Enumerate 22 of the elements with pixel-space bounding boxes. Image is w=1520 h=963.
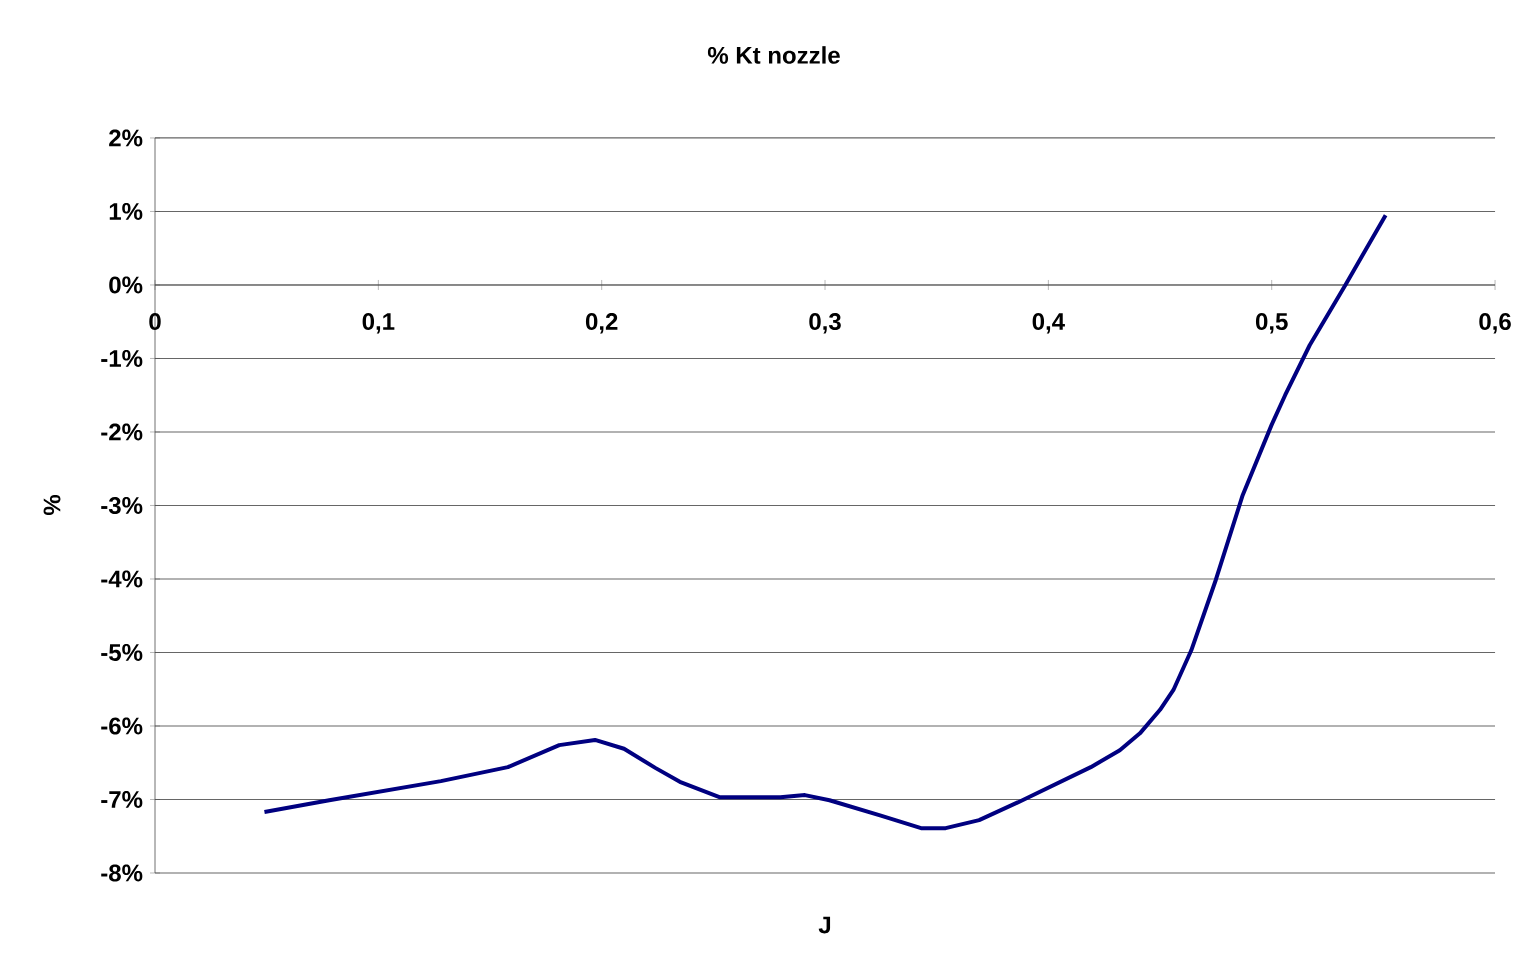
y-tick-label: -6% (101, 717, 143, 735)
x-tick-label: 0,2 (585, 313, 618, 334)
y-tick-label: 2% (109, 129, 143, 147)
y-tick-label: -5% (101, 644, 143, 661)
chart-title: % Kt nozzle (707, 46, 840, 64)
x-tick-label: 0,3 (809, 313, 841, 334)
x-tick-label: 0,4 (1032, 313, 1065, 334)
y-tick-label: -1% (101, 350, 143, 367)
y-tick-label: 1% (109, 203, 143, 220)
y-tick-label: -4% (101, 570, 143, 588)
y-tick-label: 0% (109, 276, 143, 294)
x-axis-title: J (818, 916, 831, 934)
y-tick-label: -3% (101, 496, 143, 515)
x-tick-label: 0,1 (362, 313, 395, 334)
y-axis-title: % (43, 494, 61, 516)
line-series (262, 213, 1388, 831)
x-tick-label: 0,6 (1479, 313, 1511, 334)
y-tick-label: -8% (101, 864, 143, 882)
x-tick-label: 0 (149, 313, 161, 331)
x-tick-label: 0,5 (1255, 313, 1288, 334)
y-tick-label: -7% (101, 791, 143, 808)
y-tick-label: -2% (101, 423, 143, 441)
